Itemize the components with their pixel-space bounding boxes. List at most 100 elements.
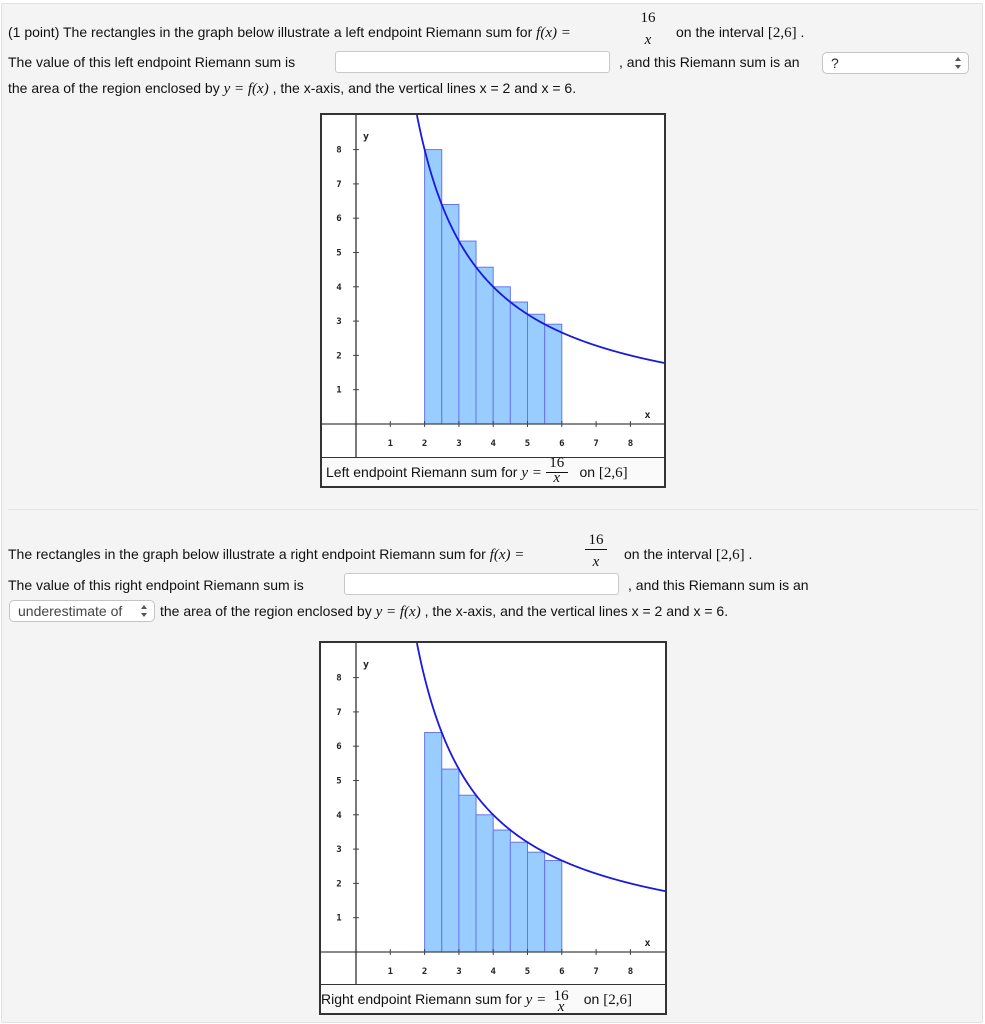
svg-text:4: 4: [336, 283, 342, 293]
part2-area-line: the area of the region enclosed by y = f…: [160, 602, 728, 621]
interval-prefix: on the interval: [624, 546, 712, 562]
area-text: the area of the region enclosed by: [8, 80, 220, 96]
riemann-rectangle: [475, 266, 494, 425]
part2-estimate-label: , and this Riemann sum is an: [628, 577, 809, 593]
caption-numerator: 16: [553, 988, 569, 1004]
fraction-numerator: 16: [640, 10, 656, 26]
riemann-rectangle: [475, 814, 494, 953]
interval-value: [2,6]: [767, 25, 797, 41]
right-sum-estimate-select[interactable]: underestimate of: [9, 600, 155, 622]
svg-text:8: 8: [336, 674, 341, 684]
riemann-rectangle: [492, 286, 511, 425]
svg-text:1: 1: [336, 386, 341, 396]
caption-math: y =: [521, 465, 542, 481]
interval-value: [2,6]: [715, 547, 745, 563]
svg-text:5: 5: [336, 249, 341, 259]
svg-text:8: 8: [628, 439, 633, 449]
area-text-rest: , the x-axis, and the vertical lines x =…: [424, 603, 729, 619]
period: .: [748, 546, 753, 562]
svg-text:3: 3: [336, 845, 341, 855]
svg-text:7: 7: [593, 439, 598, 449]
svg-text:7: 7: [336, 180, 341, 190]
caption-interval: [2,6]: [598, 465, 628, 481]
caption-denominator: x: [553, 470, 561, 486]
area-math: y = f(x): [223, 81, 269, 97]
caption-on: on: [579, 464, 596, 480]
riemann-rectangle: [509, 841, 529, 953]
part2-intro: The rectangles in the graph below illust…: [8, 546, 486, 562]
points-label: (1 point): [8, 24, 60, 40]
part2-value-label: The value of this right endpoint Riemann…: [8, 577, 304, 593]
riemann-rectangle: [509, 301, 529, 425]
right-riemann-plot: 1 2 3 4 5 6 7 8 1 2 3 4 5 6 7 8 x y: [321, 643, 665, 986]
svg-text:8: 8: [336, 146, 341, 156]
area-text: the area of the region enclosed by: [160, 603, 372, 619]
part1-intro-line: (1 point) The rectangles in the graph be…: [8, 23, 571, 42]
period: .: [800, 24, 805, 40]
caption-text: Right endpoint Riemann sum for: [321, 991, 522, 1007]
right-riemann-graph: 1 2 3 4 5 6 7 8 1 2 3 4 5 6 7 8 x y Right endpoint Rieman…: [319, 641, 667, 1015]
svg-text:3: 3: [456, 967, 461, 977]
select-arrows-icon: [955, 57, 961, 69]
svg-text:4: 4: [490, 967, 496, 977]
riemann-rectangle: [424, 149, 443, 425]
caption-math: y =: [525, 992, 547, 1008]
fraction-denominator: x: [592, 554, 600, 570]
part1-intro: The rectangles in the graph below illust…: [63, 24, 533, 40]
area-text-rest: , the x-axis, and the vertical lines x =…: [272, 80, 577, 96]
svg-text:1: 1: [336, 914, 341, 924]
caption-on: on: [583, 991, 600, 1007]
svg-text:5: 5: [525, 439, 530, 449]
svg-text:8: 8: [628, 967, 633, 977]
svg-text:6: 6: [559, 967, 564, 977]
svg-text:y: y: [363, 660, 369, 671]
left-graph-caption: Left endpoint Riemann sum for y = 16 x o…: [322, 455, 664, 486]
svg-text:7: 7: [593, 967, 598, 977]
left-sum-value-input[interactable]: [335, 51, 610, 73]
caption-numerator: 16: [545, 455, 568, 473]
svg-text:y: y: [363, 132, 369, 143]
part1-interval-line: on the interval [2,6] .: [676, 23, 804, 42]
svg-text:6: 6: [336, 742, 341, 752]
svg-text:2: 2: [336, 879, 341, 889]
riemann-rectangle: [458, 240, 477, 425]
svg-text:1: 1: [388, 439, 393, 449]
riemann-rectangle: [492, 829, 511, 953]
part1-function-lhs: f(x) =: [536, 25, 571, 41]
riemann-rectangle: [424, 731, 443, 953]
svg-text:3: 3: [336, 317, 341, 327]
part2-function-lhs: f(x) =: [489, 547, 525, 563]
interval-prefix: on the interval: [676, 24, 764, 40]
svg-text:3: 3: [456, 439, 461, 449]
svg-text:2: 2: [336, 351, 341, 361]
riemann-rectangle: [527, 851, 546, 953]
caption-interval: [2,6]: [603, 992, 632, 1008]
right-sum-value-input[interactable]: [344, 573, 619, 595]
caption-denominator: x: [557, 999, 565, 1015]
part1-estimate-label: , and this Riemann sum is an: [619, 54, 800, 70]
riemann-rectangle: [527, 313, 546, 425]
caption-fraction: 16 x: [550, 985, 572, 1015]
svg-text:2: 2: [422, 439, 427, 449]
caption-fraction: 16 x: [545, 455, 568, 486]
svg-text:4: 4: [490, 439, 496, 449]
function-curve: [416, 115, 664, 364]
left-sum-estimate-select[interactable]: ?: [822, 52, 969, 74]
function-curve: [416, 643, 665, 892]
part1-fraction: 16 x: [637, 10, 659, 48]
area-math: y = f(x): [375, 604, 421, 620]
fraction-denominator: x: [644, 32, 652, 48]
part2-intro-line: The rectangles in the graph below illust…: [8, 545, 524, 564]
svg-text:7: 7: [336, 708, 341, 718]
select-value: underestimate of: [18, 603, 123, 619]
part1-area-line: the area of the region enclosed by y = f…: [8, 79, 576, 98]
section-divider: [8, 509, 978, 510]
left-riemann-plot: 1 2 3 4 5 6 7 8 1 2 3 4 5 6 7 8 x y: [322, 115, 664, 458]
select-value: ?: [831, 55, 839, 71]
svg-text:6: 6: [559, 439, 564, 449]
svg-text:6: 6: [336, 214, 341, 224]
left-riemann-graph: 1 2 3 4 5 6 7 8 1 2 3 4 5 6 7 8 x y Left endpoint Riemann…: [320, 113, 666, 488]
riemann-rectangle: [458, 794, 477, 953]
svg-text:5: 5: [525, 967, 530, 977]
riemann-rectangle: [441, 768, 460, 953]
